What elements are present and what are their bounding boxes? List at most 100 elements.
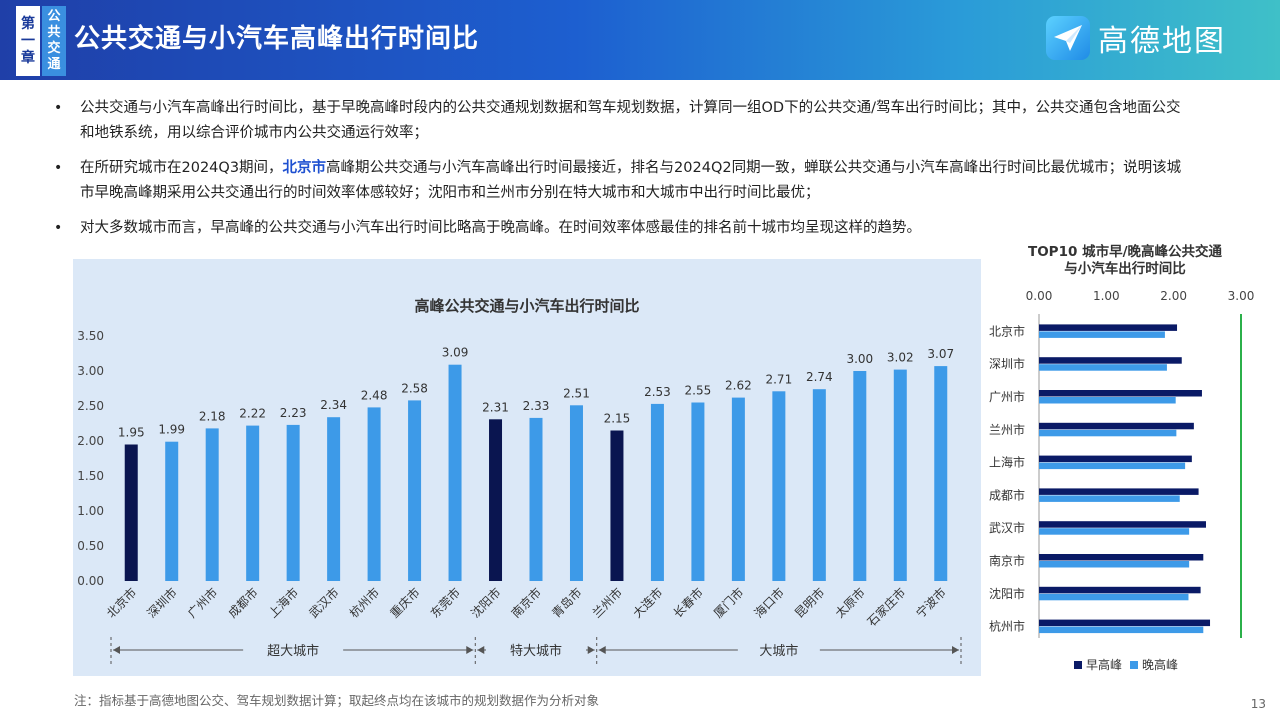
series-bar	[1039, 619, 1211, 627]
top10-bar-chart: 0.00 1.00 2.00 3.00 北京市深圳市广州市兰州市上海市成都市武汉市南京市…	[989, 289, 1254, 638]
x-tick-label: 南京市	[508, 585, 544, 621]
x-tick-label: 东莞市	[427, 585, 463, 621]
bar-value-label: 2.22	[239, 407, 266, 421]
x-tick-label: 1.00	[1093, 289, 1120, 303]
footnote: 注：指标基于高德地图公交、驾车规划数据计算；取起终点均在该城市的规划数据作为分析…	[74, 693, 600, 708]
page-number: 13	[1250, 697, 1266, 711]
y-tick-label: 3.50	[77, 329, 104, 343]
bar	[731, 397, 745, 581]
bar	[691, 402, 705, 581]
bar	[205, 428, 219, 581]
page-title: 公共交通与小汽车高峰出行时间比	[74, 24, 480, 54]
group-label: 特大城市	[510, 643, 562, 659]
x-tick-label: 广州市	[184, 585, 220, 621]
bar-value-label: 2.74	[806, 370, 833, 384]
x-tick-label: 0.00	[1026, 289, 1053, 303]
bar	[934, 366, 948, 581]
chapter-badge: 第 一 章 公 共 交 通	[16, 6, 66, 76]
x-tick-label: 青岛市	[549, 585, 585, 621]
paper-plane-icon	[1046, 16, 1090, 60]
bracket-arrow	[598, 646, 606, 654]
series-bar	[1039, 429, 1177, 437]
bar-value-label: 1.95	[118, 426, 145, 440]
chapter-label: 第 一 章	[16, 6, 40, 76]
series-bar	[1039, 357, 1182, 364]
x-tick-label: 杭州市	[346, 585, 382, 621]
bar	[610, 430, 624, 581]
y-tick-label: 0.00	[77, 574, 104, 588]
legend-item: 早高峰	[1074, 656, 1122, 673]
main-bar-chart: 0.00 0.50 1.00 1.50 2.00 2.50 3.00 3.50 1.95 北京市 1…	[77, 329, 962, 665]
bar-value-label: 2.62	[725, 379, 752, 393]
bar-value-label: 2.15	[604, 412, 631, 426]
logo-text: 高德地图	[1098, 24, 1226, 59]
bullet-dot: •	[54, 100, 63, 116]
y-tick-label: 3.00	[77, 364, 104, 378]
city-label: 广州市	[989, 389, 1025, 404]
x-tick-label: 兰州市	[589, 585, 625, 621]
city-label: 南京市	[989, 553, 1025, 568]
y-tick-label: 2.50	[77, 399, 104, 413]
series-bar	[1039, 554, 1204, 561]
bar	[165, 441, 179, 581]
header-bar: 第 一 章 公 共 交 通 公共交通与小汽车高峰出行时间比 高德地图	[0, 0, 1280, 80]
bullet-item: • 在所研究城市在2024Q3期间，北京市高峰期公共交通与小汽车高峰出行时间最接…	[54, 156, 1194, 206]
x-tick-label: 2.00	[1160, 289, 1187, 303]
bar-value-label: 3.00	[846, 352, 873, 366]
bar	[569, 405, 583, 581]
city-label: 北京市	[989, 323, 1025, 338]
bar	[772, 391, 786, 581]
bar-value-label: 3.09	[442, 346, 469, 360]
bar-value-label: 2.18	[199, 409, 226, 423]
bar	[367, 407, 381, 581]
x-tick-label: 北京市	[103, 585, 139, 621]
x-tick-label: 重庆市	[387, 585, 423, 621]
bar-value-label: 1.99	[158, 423, 185, 437]
group-label: 大城市	[759, 643, 798, 659]
y-tick-label: 2.00	[77, 434, 104, 448]
bar	[246, 425, 260, 581]
x-tick-label: 昆明市	[791, 585, 827, 621]
bar	[893, 369, 907, 581]
bullet-list: • 公共交通与小汽车高峰出行时间比，基于早晚高峰时段内的公共交通规划数据和驾车规…	[54, 96, 1194, 251]
legend-item: 晚高峰	[1130, 656, 1178, 673]
x-tick-label: 海口市	[751, 585, 787, 621]
bar-value-label: 3.07	[927, 347, 954, 361]
x-tick-label: 太原市	[832, 585, 868, 621]
series-bar	[1039, 521, 1206, 528]
series-bar	[1039, 455, 1192, 463]
bar-value-label: 2.48	[361, 388, 388, 402]
bar-value-label: 2.55	[685, 384, 712, 398]
bar	[327, 417, 341, 581]
series-bar	[1039, 561, 1190, 568]
bar	[853, 371, 867, 581]
bullet-item: • 对大多数城市而言，早高峰的公共交通与小汽车出行时间比略高于晚高峰。在时间效率…	[54, 216, 1194, 241]
x-tick-label: 沈阳市	[468, 585, 504, 621]
city-label: 兰州市	[989, 422, 1025, 437]
bar	[408, 400, 422, 581]
bracket-arrow	[587, 646, 595, 654]
y-tick-label: 0.50	[77, 539, 104, 553]
city-label: 深圳市	[989, 356, 1025, 371]
city-label: 杭州市	[989, 619, 1025, 634]
series-bar	[1039, 528, 1190, 535]
legend-swatch-evening	[1130, 660, 1139, 669]
x-tick-label: 成都市	[225, 585, 261, 621]
series-bar	[1039, 626, 1204, 634]
series-bar	[1039, 495, 1180, 502]
series-bar	[1039, 422, 1194, 430]
bar-value-label: 2.31	[482, 400, 509, 414]
city-label: 上海市	[989, 455, 1025, 470]
legend-swatch-morning	[1074, 660, 1082, 669]
bar	[489, 419, 503, 581]
bracket-arrow	[952, 646, 959, 654]
bar-value-label: 2.34	[320, 398, 347, 412]
bar-value-label: 2.58	[401, 381, 428, 395]
city-label: 武汉市	[989, 520, 1025, 535]
highlight-city: 北京市	[282, 160, 327, 176]
bullet-dot: •	[54, 220, 63, 236]
city-label: 沈阳市	[989, 586, 1025, 601]
bar	[124, 444, 138, 581]
group-label: 超大城市	[267, 643, 319, 659]
x-tick-label: 深圳市	[144, 585, 180, 621]
